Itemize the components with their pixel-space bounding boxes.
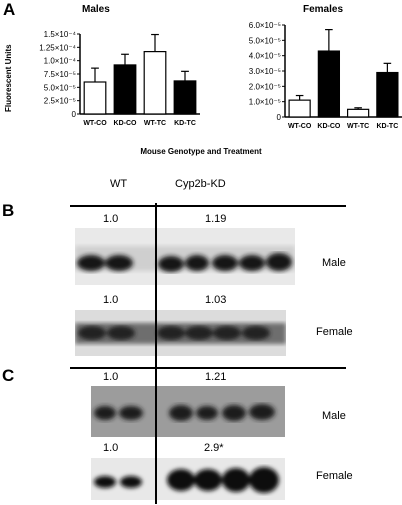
- c-male-label: Male: [322, 410, 346, 422]
- c-female-kd-ratio: 2.9*: [204, 442, 224, 454]
- females-category-label: WT-TC: [347, 123, 369, 130]
- males-bar: [173, 80, 197, 115]
- females-category-label: KD-CO: [317, 123, 340, 130]
- panel-c-top-line: [70, 367, 346, 369]
- genotype-divider-line: [155, 203, 157, 504]
- males-y-tick-label: 2.5×10⁻⁵: [44, 97, 76, 106]
- c-female-label: Female: [316, 470, 353, 482]
- females-y-tick-label: 1.0×10⁻⁵: [249, 98, 281, 107]
- c-male-wt-ratio: 1.0: [103, 371, 119, 383]
- c-male-kd-ratio: 1.21: [205, 371, 227, 383]
- males-y-tick-label: 1.5×10⁻⁴: [44, 30, 77, 39]
- females-y-tick-label: 4.0×10⁻⁵: [249, 52, 281, 61]
- males-y-tick-label: 0: [72, 110, 77, 119]
- males-category-label: KD-TC: [174, 120, 196, 127]
- females-y-tick-label: 3.0×10⁻⁵: [249, 67, 281, 76]
- b-male-label: Male: [322, 257, 346, 269]
- females-bar: [376, 71, 399, 118]
- females-y-tick-label: 6.0×10⁻⁵: [249, 21, 281, 30]
- females-category-label: WT-CO: [288, 123, 312, 130]
- wt-lane-label: WT: [110, 178, 128, 190]
- males-bar-chart: 0 2.5×10⁻⁵ 5.0×10⁻⁵ 7.5×10⁻⁵ 1.0×10⁻⁴ 1.25×10…: [39, 30, 200, 127]
- males-category-label: KD-CO: [114, 120, 137, 127]
- females-category-label: KD-TC: [376, 123, 398, 130]
- males-y-tick-label: 1.25×10⁻⁴: [39, 43, 76, 52]
- males-y-tick-label: 7.5×10⁻⁵: [44, 70, 76, 79]
- females-bar: [288, 99, 311, 118]
- males-bar: [113, 64, 137, 115]
- b-female-blot: [75, 310, 286, 356]
- panel-letter-a: A: [3, 0, 16, 19]
- males-y-tick-label: 5.0×10⁻⁵: [44, 83, 76, 92]
- females-chart-title: Females: [303, 4, 344, 15]
- males-category-label: WT-CO: [83, 120, 107, 127]
- males-chart-title: Males: [82, 4, 110, 15]
- males-bar: [83, 81, 107, 115]
- females-y-tick-label: 2.0×10⁻⁵: [249, 82, 281, 91]
- b-male-kd-ratio: 1.19: [205, 213, 227, 225]
- males-bar: [143, 50, 167, 115]
- males-y-tick-label: 1.0×10⁻⁴: [44, 57, 77, 66]
- females-bar: [317, 50, 341, 118]
- b-female-label: Female: [316, 326, 353, 338]
- bar-charts-svg: 0 2.5×10⁻⁵ 5.0×10⁻⁵ 7.5×10⁻⁵ 1.0×10⁻⁴ 1.25×10…: [39, 21, 402, 130]
- cyp2b-kd-lane-label: Cyp2b-KD: [175, 178, 226, 190]
- x-axis-title: Mouse Genotype and Treatment: [140, 147, 262, 156]
- panel-letter-c: C: [2, 366, 15, 385]
- females-y-tick-label: 5.0×10⁻⁵: [249, 36, 281, 45]
- b-female-wt-ratio: 1.0: [103, 294, 119, 306]
- b-female-kd-ratio: 1.03: [205, 294, 227, 306]
- c-female-wt-ratio: 1.0: [103, 442, 119, 454]
- c-male-blot: [91, 386, 285, 437]
- panel-b-top-line: [70, 205, 346, 207]
- females-y-tick-label: 0: [277, 113, 282, 122]
- females-bar: [346, 108, 370, 118]
- b-male-wt-ratio: 1.0: [103, 213, 119, 225]
- males-category-label: WT-TC: [144, 120, 166, 127]
- c-female-blot: [91, 458, 285, 500]
- panel-letter-b: B: [2, 201, 15, 220]
- b-male-blot: [75, 228, 295, 285]
- females-bar-chart: 0 1.0×10⁻⁵ 2.0×10⁻⁵ 3.0×10⁻⁵ 4.0×10⁻⁵ 5.0×10⁻…: [249, 21, 402, 130]
